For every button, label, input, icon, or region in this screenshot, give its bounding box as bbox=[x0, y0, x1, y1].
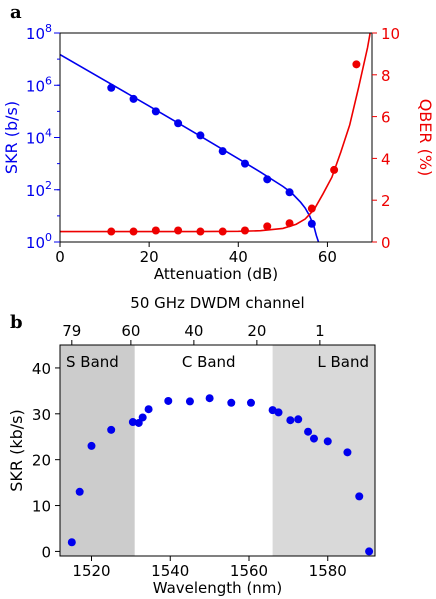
qber-point bbox=[307, 204, 316, 213]
qber-point bbox=[285, 219, 294, 228]
skr-point bbox=[174, 119, 183, 128]
skr-point bbox=[285, 188, 294, 197]
qber-point bbox=[196, 227, 205, 236]
skr-point bbox=[304, 427, 313, 436]
y-right-tick-label: 6 bbox=[381, 109, 391, 127]
band-region bbox=[272, 345, 375, 556]
x-tick-label: 1560 bbox=[230, 562, 268, 580]
skr-point bbox=[365, 547, 374, 556]
panel-b-letter: b bbox=[10, 312, 23, 333]
skr-point bbox=[138, 413, 147, 422]
y-left-tick-label: 108 bbox=[26, 22, 52, 43]
top-tick-label: 20 bbox=[247, 322, 266, 340]
band-region bbox=[60, 345, 135, 556]
x-tick-label: 1540 bbox=[151, 562, 189, 580]
top-tick-label: 40 bbox=[184, 322, 203, 340]
skr-point bbox=[274, 408, 283, 417]
qber-point bbox=[330, 165, 339, 174]
qber-point bbox=[218, 227, 227, 236]
x-axis-label: Wavelength (nm) bbox=[153, 579, 283, 597]
band-label: L Band bbox=[317, 353, 369, 371]
top-axis-label: 50 GHz DWDM channel bbox=[130, 294, 304, 312]
skr-point bbox=[240, 159, 249, 168]
skr-point bbox=[67, 538, 76, 547]
top-tick-label: 1 bbox=[315, 322, 325, 340]
skr-point bbox=[164, 396, 173, 405]
panel-a-frame bbox=[59, 32, 373, 243]
qber-fit-line bbox=[60, 33, 371, 233]
y-left-tick-label: 104 bbox=[26, 127, 52, 148]
skr-point bbox=[205, 394, 214, 403]
y-right-tick-label: 2 bbox=[381, 192, 391, 210]
qber-point bbox=[107, 227, 116, 236]
skr-point bbox=[151, 107, 160, 116]
skr-point bbox=[134, 418, 143, 427]
y-tick-label: 0 bbox=[41, 543, 51, 561]
qber-point bbox=[129, 227, 138, 236]
y-right-tick-label: 8 bbox=[381, 67, 391, 85]
panel-b-frame bbox=[59, 344, 376, 557]
skr-point bbox=[307, 219, 316, 228]
skr-point bbox=[323, 437, 332, 446]
skr-point bbox=[129, 94, 138, 103]
skr-point bbox=[196, 131, 205, 140]
y-left-tick-label: 106 bbox=[26, 74, 52, 95]
skr-point bbox=[263, 175, 272, 184]
skr-point bbox=[294, 415, 303, 424]
skr-point bbox=[246, 398, 255, 407]
top-tick-label: 79 bbox=[62, 322, 81, 340]
y-left-tick-label: 102 bbox=[26, 179, 52, 200]
skr-point bbox=[286, 416, 295, 425]
skr-point bbox=[218, 147, 227, 156]
y-right-tick-label: 10 bbox=[381, 25, 400, 43]
qber-point bbox=[151, 226, 160, 235]
skr-point bbox=[185, 397, 194, 406]
skr-fit-line bbox=[60, 53, 320, 242]
skr-point bbox=[128, 418, 137, 427]
y-right-axis-label: QBER (%) bbox=[416, 99, 435, 177]
x-axis-label: Attenuation (dB) bbox=[154, 265, 278, 283]
y-tick-label: 30 bbox=[32, 406, 51, 424]
x-tick-label: 20 bbox=[140, 248, 159, 266]
panel-b-chart: S Band C Band L Band 1520 1540 1560 1580 Wavele… bbox=[7, 294, 376, 597]
skr-point bbox=[343, 448, 352, 457]
y-tick-label: 10 bbox=[32, 498, 51, 516]
skr-point bbox=[107, 83, 116, 92]
skr-point bbox=[227, 398, 236, 407]
top-tick-label: 60 bbox=[121, 322, 140, 340]
y-tick-label: 20 bbox=[32, 452, 51, 470]
skr-point bbox=[75, 487, 84, 496]
skr-point bbox=[144, 405, 153, 414]
y-axis-label: SKR (kb/s) bbox=[7, 409, 26, 491]
x-tick-label: 1520 bbox=[72, 562, 110, 580]
qber-point bbox=[352, 60, 361, 69]
band-region bbox=[134, 345, 273, 556]
y-right-tick-label: 0 bbox=[381, 234, 391, 252]
skr-point bbox=[107, 425, 116, 434]
x-tick-label: 60 bbox=[318, 248, 337, 266]
x-tick-label: 1580 bbox=[309, 562, 347, 580]
x-tick-label: 40 bbox=[229, 248, 248, 266]
band-label: S Band bbox=[66, 353, 119, 371]
y-right-tick-label: 4 bbox=[381, 150, 391, 168]
x-tick-label: 0 bbox=[55, 248, 65, 266]
y-left-axis-label: SKR (b/s) bbox=[2, 101, 21, 174]
qber-point bbox=[263, 222, 272, 231]
band-label: C Band bbox=[182, 353, 236, 371]
skr-point bbox=[309, 434, 318, 443]
skr-point bbox=[87, 441, 96, 450]
qber-point bbox=[174, 226, 183, 235]
y-left-tick-label: 100 bbox=[26, 231, 52, 252]
qber-point bbox=[240, 226, 249, 235]
skr-point bbox=[355, 492, 364, 501]
panel-a-letter: a bbox=[10, 2, 22, 23]
y-tick-label: 40 bbox=[32, 360, 51, 378]
